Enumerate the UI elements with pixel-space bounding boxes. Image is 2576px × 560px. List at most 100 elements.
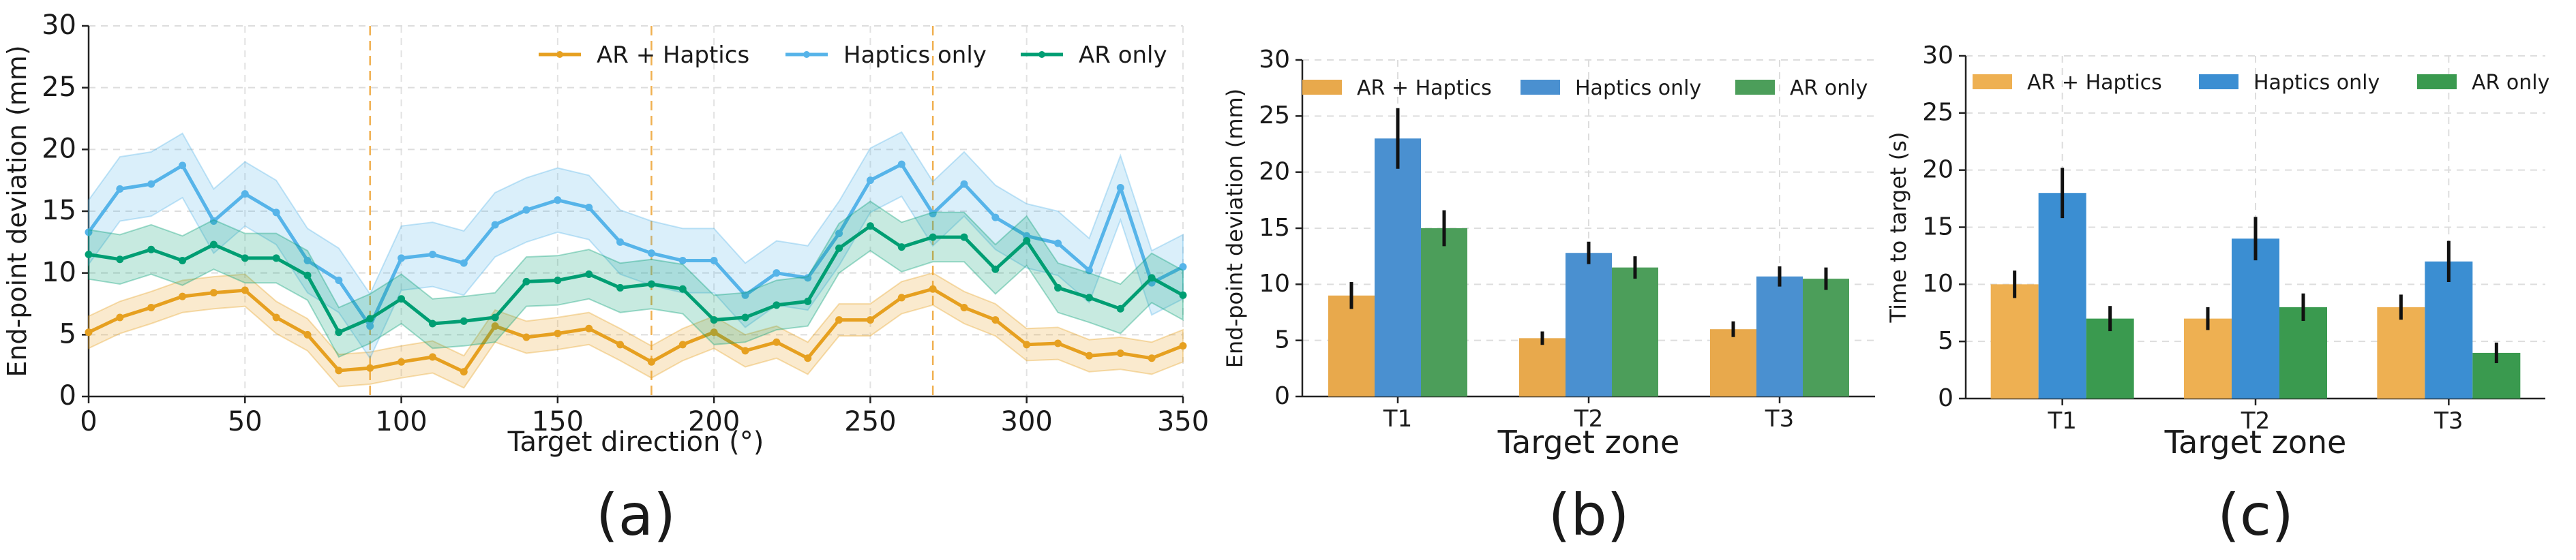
y-tick-label: 20 [42, 134, 76, 165]
panel-0-axes: 0 5 10 15 20 25 30 End-point deviation (mm) Targ… [2, 10, 1183, 548]
data-point [460, 259, 468, 267]
data-point [991, 213, 1000, 221]
data-point [179, 292, 187, 300]
x-ticks: 0 50 100 150 200 250 300 350 [80, 26, 1209, 437]
data-point [460, 368, 468, 376]
y-tick-label: 20 [1259, 157, 1290, 185]
data-point [303, 330, 312, 339]
x-tick-label: 200 [688, 406, 740, 437]
data-point [710, 316, 718, 324]
series-ar-haptics [1990, 270, 2425, 399]
legend-swatch-marker [556, 51, 563, 58]
legend: AR + Haptics Haptics only AR only [1973, 71, 2549, 95]
data-point [710, 257, 718, 265]
data-point [460, 317, 468, 325]
x-tick-label: 350 [1157, 406, 1209, 437]
data-point [428, 250, 436, 258]
series-ar-only [1421, 210, 1849, 396]
data-point [1148, 354, 1156, 362]
y-tick-label: 30 [1922, 42, 1953, 69]
legend: AR + Haptics Haptics only AR only [539, 42, 1167, 69]
y-tick-label: 10 [1259, 270, 1290, 298]
x-tick-label: T3 [1765, 405, 1794, 433]
y-axis-label: End-point deviation (mm) [1222, 89, 1248, 368]
legend-label: Haptics only [843, 42, 987, 69]
data-point [897, 294, 905, 302]
data-point [241, 254, 249, 262]
data-point [147, 303, 155, 311]
data-point [1085, 266, 1093, 275]
data-point [85, 250, 93, 258]
data-point [835, 230, 843, 238]
data-point [1023, 237, 1031, 245]
data-point [116, 255, 124, 264]
x-ticks: T1 T2 T3 [1383, 60, 1794, 433]
data-point [1054, 239, 1062, 247]
data-point [991, 316, 1000, 324]
y-tick-label: 25 [1259, 102, 1290, 129]
data-point [428, 320, 436, 328]
data-point [741, 291, 749, 299]
legend-label: AR + Haptics [2027, 71, 2162, 95]
y-tick-label: 15 [1259, 214, 1290, 242]
data-point [897, 160, 905, 168]
data-point [554, 196, 562, 204]
data-point [272, 313, 280, 322]
bar [1803, 279, 1849, 396]
bar [2425, 261, 2473, 399]
bar [1566, 253, 1612, 396]
data-point [1023, 341, 1031, 349]
data-point [1179, 291, 1187, 299]
data-point [554, 277, 562, 285]
series-ar-only [2086, 293, 2521, 399]
x-axis-label: Target zone [1497, 424, 1680, 461]
data-point [647, 249, 655, 258]
legend-swatch-marker [803, 51, 810, 58]
data-point [116, 313, 124, 322]
panel-label: (a) [596, 482, 676, 548]
data-point [335, 367, 343, 375]
x-tick-label: 150 [532, 406, 584, 437]
data-point [116, 185, 124, 193]
legend-swatch [2417, 74, 2457, 89]
data-point [1116, 349, 1124, 358]
data-point [1179, 263, 1187, 271]
data-point [741, 313, 749, 322]
bar [2279, 307, 2327, 399]
data-point [616, 238, 625, 246]
data-point [209, 289, 218, 297]
x-tick-label: 250 [844, 406, 896, 437]
bar [1990, 284, 2039, 399]
data-point [804, 274, 812, 282]
y-tick-label: 0 [59, 380, 76, 411]
y-tick-label: 10 [42, 257, 76, 288]
y-tick-label: 10 [1922, 270, 1953, 298]
x-tick-label: T1 [1383, 405, 1412, 433]
y-axis-label: Time to target (s) [1885, 132, 1911, 324]
bar [2184, 318, 2232, 399]
data-point [741, 347, 749, 355]
confidence-band [88, 200, 1184, 358]
x-axis-label: Target direction (°) [507, 426, 764, 458]
bar [1421, 228, 1467, 396]
data-point [1148, 274, 1156, 282]
data-point [773, 269, 781, 277]
data-point [179, 161, 187, 170]
data-point [179, 257, 187, 265]
data-point [960, 303, 968, 311]
panel-label: (c) [2217, 482, 2294, 548]
x-tick-label: T2 [2241, 407, 2270, 435]
data-point [1116, 184, 1124, 192]
data-point [147, 180, 155, 188]
x-tick-label: T2 [1574, 405, 1603, 433]
data-point [866, 176, 874, 185]
data-point [866, 316, 874, 324]
data-point [491, 313, 499, 322]
x-axis-label: Target zone [2164, 424, 2347, 461]
series-line [88, 224, 1184, 335]
data-point [929, 210, 937, 218]
data-point [85, 328, 93, 337]
x-tick-label: T3 [2433, 407, 2463, 435]
data-point [866, 222, 874, 230]
data-point [835, 316, 843, 324]
